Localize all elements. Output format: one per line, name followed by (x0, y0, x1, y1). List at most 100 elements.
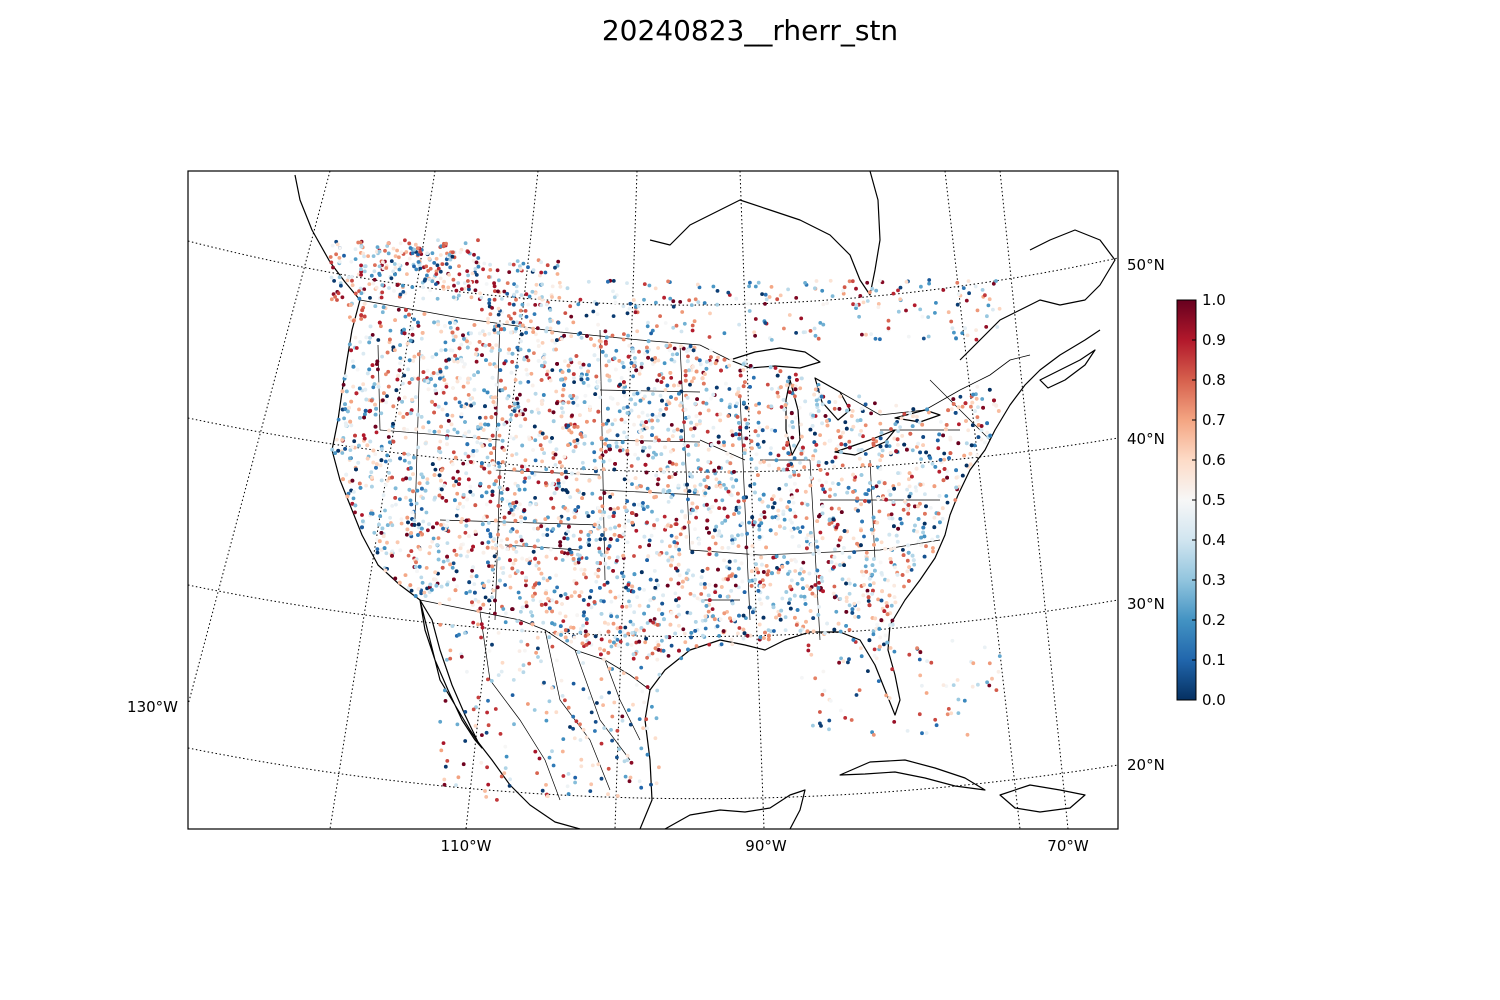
station-marker (529, 409, 534, 414)
great-lakes-superior (729, 347, 821, 369)
station-marker (349, 399, 354, 404)
station-marker (860, 569, 864, 574)
station-marker (776, 394, 781, 399)
station-marker (402, 426, 406, 431)
station-marker (463, 420, 467, 424)
station-marker (536, 480, 541, 485)
station-marker (466, 380, 470, 385)
station-marker (866, 599, 871, 603)
station-marker (439, 523, 443, 527)
station-marker (626, 478, 631, 483)
station-marker (380, 354, 384, 359)
station-marker (523, 417, 528, 422)
station-marker (492, 446, 496, 450)
station-marker (499, 538, 504, 543)
station-marker (694, 509, 698, 513)
station-marker (530, 594, 535, 599)
station-marker (985, 430, 990, 435)
station-marker (530, 383, 535, 388)
station-marker (632, 502, 636, 507)
station-marker (840, 551, 845, 555)
station-marker (358, 486, 363, 490)
station-marker (524, 583, 528, 588)
station-marker (773, 366, 778, 370)
station-marker (471, 544, 475, 549)
station-marker (561, 387, 566, 392)
station-marker (761, 439, 766, 444)
station-marker (820, 421, 824, 426)
station-marker (453, 455, 458, 460)
station-marker (871, 581, 876, 586)
station-marker (774, 532, 778, 536)
station-marker (370, 363, 375, 367)
station-marker (667, 348, 672, 353)
station-marker (455, 584, 459, 589)
station-marker (790, 534, 795, 539)
station-marker (571, 449, 576, 454)
station-marker (833, 455, 838, 460)
station-marker (419, 575, 424, 580)
station-marker (554, 573, 559, 578)
station-marker (638, 429, 642, 434)
station-marker (686, 415, 691, 419)
station-marker (511, 561, 516, 566)
station-marker (964, 441, 969, 446)
station-marker (768, 365, 773, 370)
station-marker (700, 599, 705, 603)
station-marker (677, 612, 681, 617)
station-marker (730, 538, 735, 542)
station-marker (704, 387, 709, 392)
station-marker (467, 429, 471, 434)
station-marker (729, 589, 734, 593)
station-marker (393, 486, 398, 491)
station-marker (868, 583, 872, 587)
station-marker (727, 363, 732, 368)
station-marker (478, 481, 483, 486)
station-marker (490, 564, 495, 569)
station-marker (884, 444, 889, 448)
station-marker (940, 506, 945, 511)
station-marker (392, 348, 397, 352)
station-marker (402, 451, 406, 456)
station-marker (487, 564, 491, 568)
station-marker (717, 506, 722, 510)
station-marker (637, 349, 641, 354)
station-marker (820, 511, 825, 516)
station-marker (985, 421, 989, 426)
station-marker (478, 415, 482, 420)
station-marker (905, 447, 909, 452)
station-marker (490, 567, 495, 572)
station-marker (500, 417, 505, 422)
station-marker (486, 528, 490, 533)
station-marker (976, 435, 981, 439)
station-marker (582, 568, 587, 572)
station-marker (714, 498, 718, 503)
station-marker (736, 533, 740, 538)
station-marker (876, 597, 880, 602)
station-marker (644, 636, 648, 641)
station-marker (817, 605, 821, 609)
station-marker (798, 386, 803, 391)
station-marker (508, 543, 513, 548)
station-marker (376, 367, 380, 372)
station-marker (482, 466, 487, 471)
station-marker (915, 529, 919, 534)
station-marker (733, 559, 738, 563)
station-marker (554, 556, 558, 561)
station-marker (832, 406, 837, 411)
station-marker (427, 585, 432, 590)
station-marker (579, 365, 583, 370)
station-marker (767, 463, 771, 468)
us-mexico-border (419, 599, 651, 691)
station-marker (411, 489, 415, 494)
station-marker (385, 478, 390, 483)
station-marker (871, 515, 876, 520)
station-marker (892, 436, 897, 441)
station-marker (771, 505, 775, 510)
station-marker (452, 483, 456, 488)
station-marker (658, 393, 663, 398)
station-marker (707, 598, 712, 602)
station-marker (646, 453, 651, 458)
station-marker (762, 510, 767, 514)
station-marker (672, 540, 677, 545)
